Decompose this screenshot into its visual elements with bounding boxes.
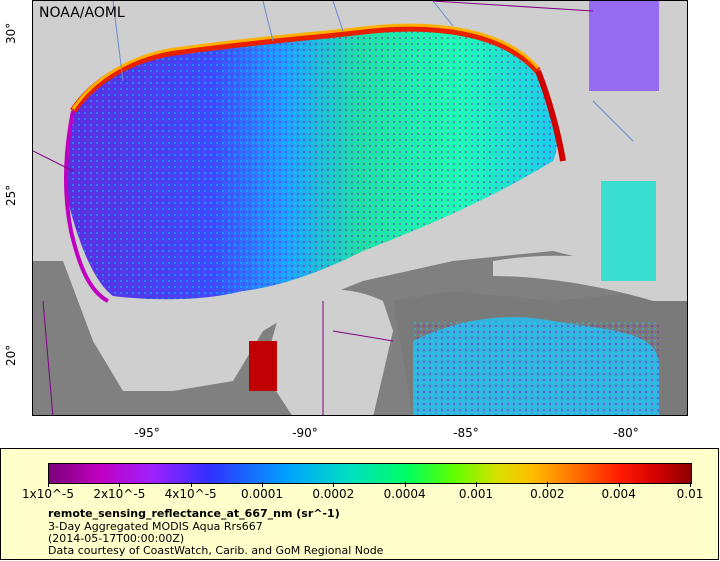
campeche-high-reflectance xyxy=(249,341,277,391)
colorbar-tick-label: 0.004 xyxy=(601,487,636,501)
legend-title: remote_sensing_reflectance_at_667_nm (sr… xyxy=(48,507,340,520)
colorbar-tick-label: 0.01 xyxy=(676,487,704,501)
yucatan-land xyxy=(263,289,393,415)
lon-tick-85: -85° xyxy=(453,426,479,440)
texas-coast-band xyxy=(63,110,110,303)
gulf-texture xyxy=(65,28,558,300)
colorbar-tick-label: 0.0001 xyxy=(241,487,283,501)
bahamas-reflectance xyxy=(601,181,656,281)
colorbar-tick-mark xyxy=(333,482,335,487)
colorbar-tick-label: 1x10^-5 xyxy=(21,487,75,501)
northern-coast-band-outer xyxy=(71,23,540,110)
legend-date: (2014-05-17T00:00:00Z) xyxy=(48,532,185,545)
colorbar-tick-mark xyxy=(262,482,263,487)
colorbar-tick-mark xyxy=(547,482,549,487)
colorbar-tick-mark xyxy=(48,482,49,487)
colorbar xyxy=(48,463,692,484)
map-credit: NOAA/AOML xyxy=(39,5,125,21)
colorbar-tick-label: 2x10^-5 xyxy=(93,487,146,501)
lon-tick-80: -80° xyxy=(613,426,639,440)
lat-tick-20: 20° xyxy=(4,344,18,366)
map-frame[interactable]: NOAA/AOML xyxy=(32,0,688,416)
legend-dataset: 3-Day Aggregated MODIS Aqua Rrs667 xyxy=(48,520,263,533)
colorbar-tick-label: 0.0002 xyxy=(312,487,355,501)
lat-tick-25: 25° xyxy=(4,184,18,206)
colorbar-tick-mark xyxy=(690,482,691,487)
east-florida-strip xyxy=(589,1,659,91)
colorbar-tick-label: 0.0004 xyxy=(383,487,426,501)
colorbar-tick-mark xyxy=(404,482,406,487)
florida-coast-band xyxy=(535,69,566,162)
colorbar-tick-label: 0.001 xyxy=(458,487,494,501)
colorbar-tick-mark xyxy=(618,482,620,487)
lat-tick-30: 30° xyxy=(4,22,18,44)
colorbar-tick-mark xyxy=(119,482,121,487)
northern-coast-band xyxy=(70,24,541,113)
legend-panel: remote_sensing_reflectance_at_667_nm (sr… xyxy=(0,448,719,560)
borders xyxy=(33,1,594,415)
lon-tick-95: -95° xyxy=(134,426,160,440)
legend-courtesy: Data courtesy of CoastWatch, Carib. and … xyxy=(48,544,384,557)
colorbar-tick-mark xyxy=(190,482,192,487)
colorbar-tick-label: 0.002 xyxy=(530,487,565,501)
colorbar-tick-label: 4x10^-5 xyxy=(164,487,217,501)
colorbar-tick-mark xyxy=(476,482,477,487)
rivers xyxy=(112,1,634,142)
caribbean-texture xyxy=(413,321,659,415)
lon-tick-90: -90° xyxy=(292,426,318,440)
map-image xyxy=(33,1,687,415)
